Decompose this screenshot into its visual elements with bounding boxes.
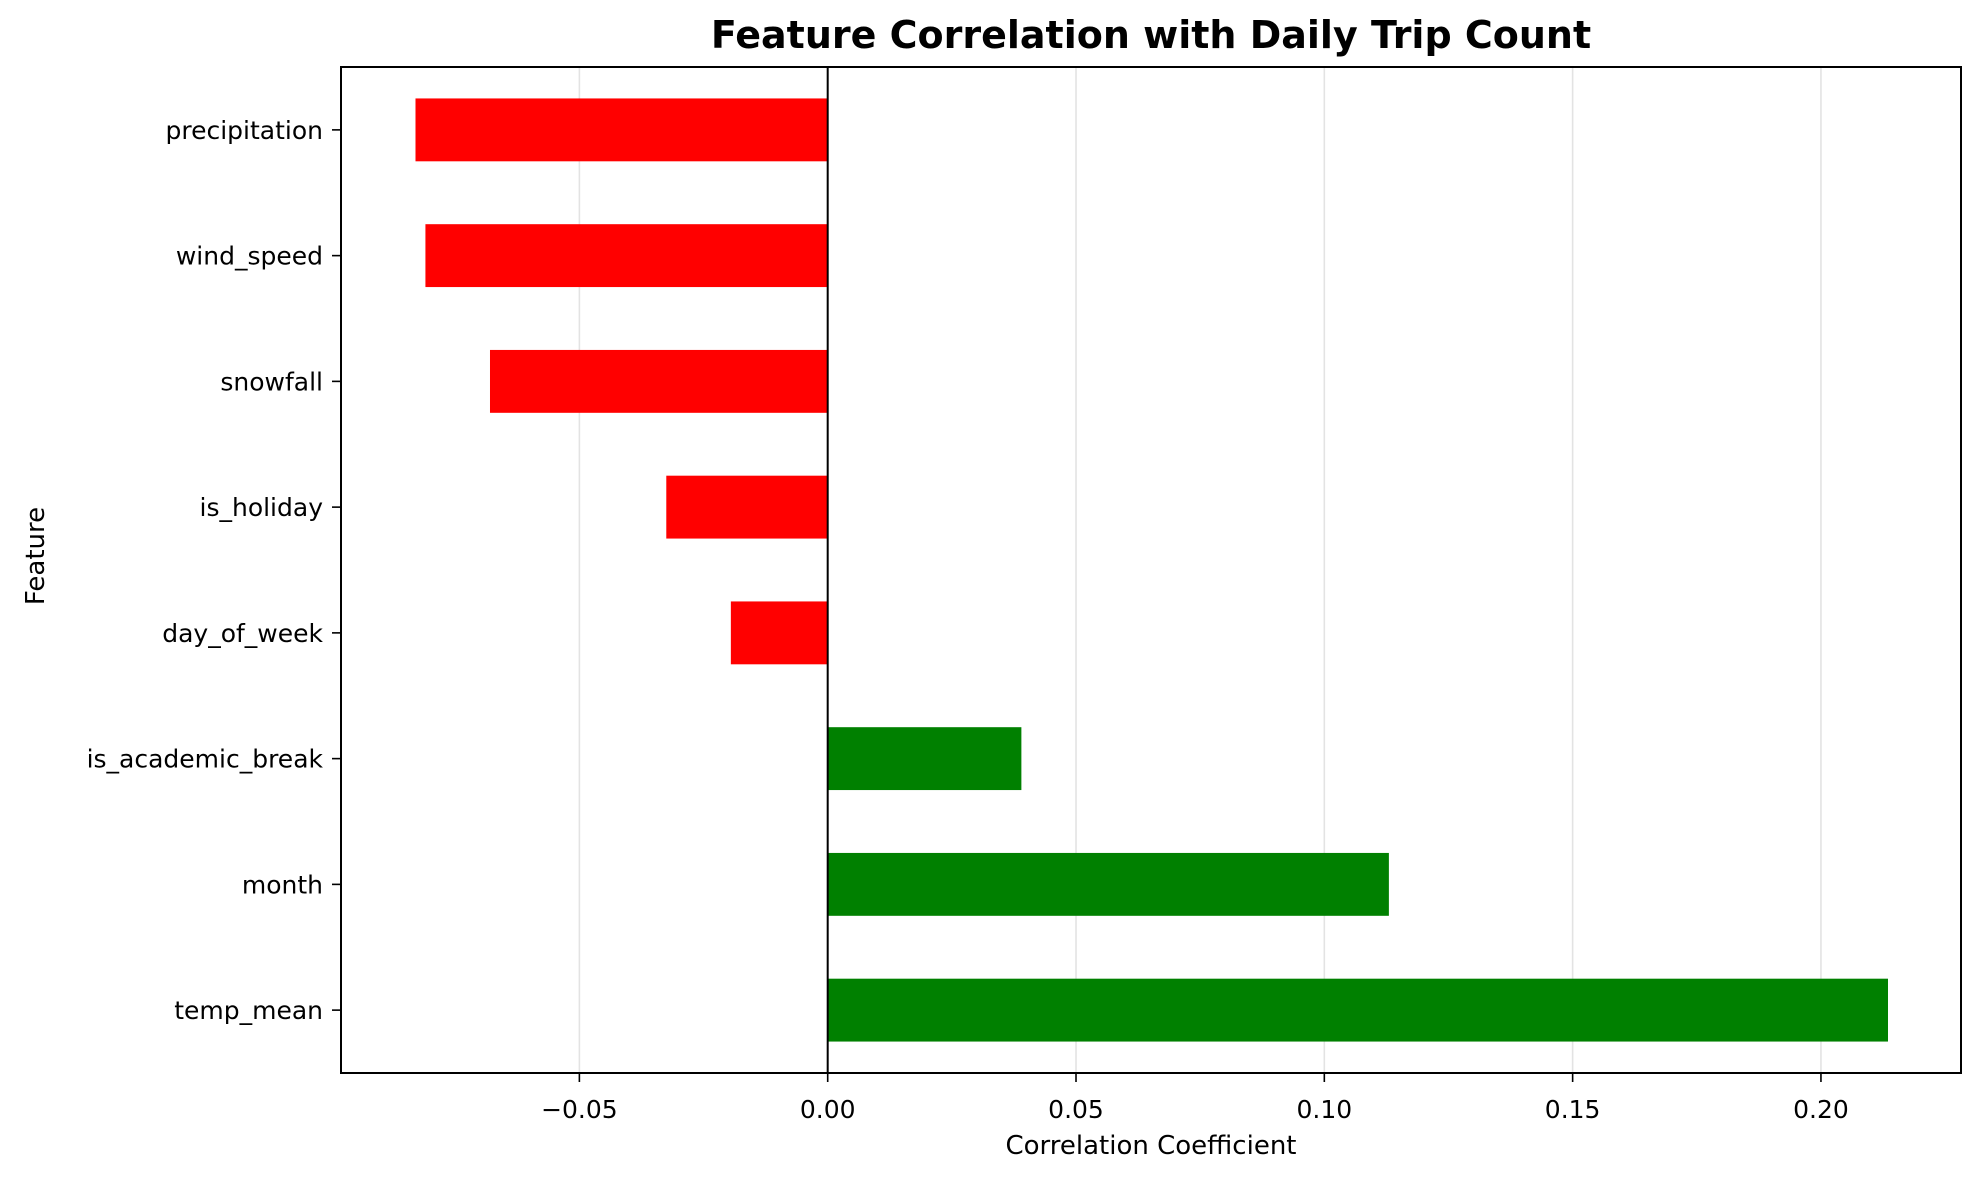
bar-is_academic_break	[827, 727, 1022, 791]
bar-wind_speed	[425, 224, 828, 288]
chart-title: Feature Correlation with Daily Trip Coun…	[711, 13, 1591, 57]
plot-frame	[340, 66, 1962, 1074]
y-tick-label: is_holiday	[200, 493, 324, 522]
grid-layer	[578, 67, 1822, 1073]
x-tick-label: −0.05	[541, 1095, 618, 1124]
y-tick-label: temp_mean	[174, 996, 323, 1025]
x-tick-label: 0.20	[1793, 1095, 1849, 1124]
bar-precipitation	[415, 98, 828, 162]
x-tick-label: 0.10	[1296, 1095, 1352, 1124]
y-tick-label: snowfall	[220, 367, 323, 396]
bar-layer	[415, 98, 1888, 1042]
bar-temp_mean	[827, 978, 1888, 1042]
bar-snowfall	[489, 349, 828, 413]
bar-is_holiday	[666, 475, 828, 539]
x-axis-label: Correlation Coefficient	[1005, 1131, 1296, 1161]
y-tick-label: wind_speed	[176, 242, 323, 271]
x-axis-ticks: −0.05 0.00 0.05 0.10 0.15 0.20	[541, 1073, 1849, 1124]
x-tick-label: 0.15	[1545, 1095, 1601, 1124]
bar-month	[827, 852, 1389, 916]
y-tick-label: month	[242, 870, 323, 899]
y-tick-label: is_academic_break	[87, 745, 324, 774]
y-axis-ticks: precipitation wind_speed snowfall is_holida…	[87, 116, 341, 1025]
y-tick-label: day_of_week	[162, 619, 323, 648]
y-axis-label: Feature	[21, 507, 51, 605]
y-tick-label: precipitation	[166, 116, 324, 145]
bar-day_of_week	[730, 601, 828, 665]
x-tick-label: 0.05	[1048, 1095, 1104, 1124]
x-tick-label: 0.00	[800, 1095, 856, 1124]
